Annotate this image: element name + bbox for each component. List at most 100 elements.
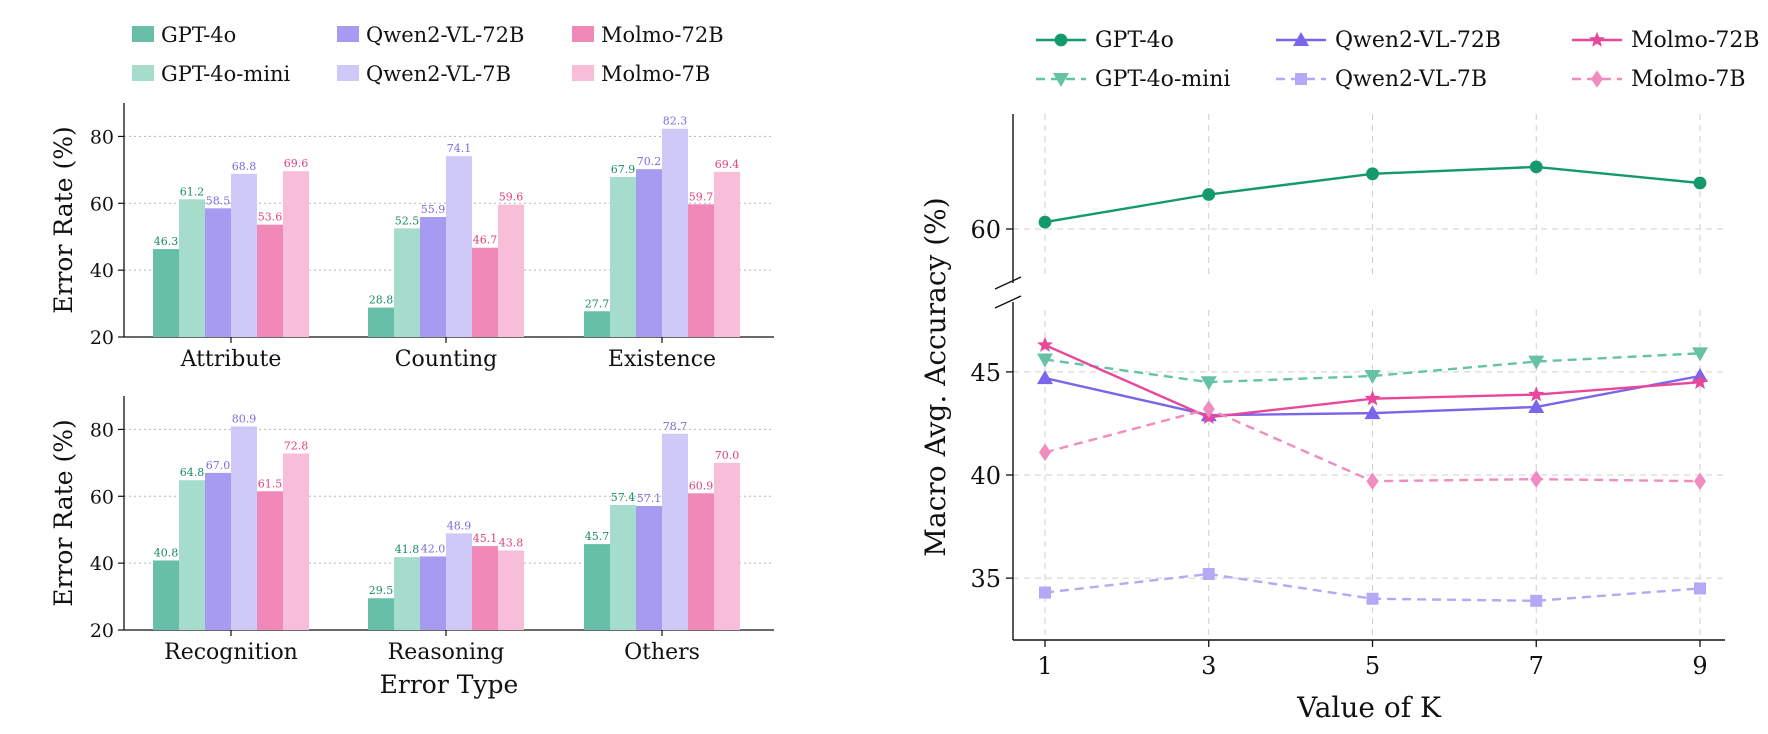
legend-swatch [132, 26, 154, 42]
bar-data-label: 67.0 [206, 459, 231, 472]
marker-triangle-up [1037, 370, 1053, 385]
axis-break-mark [994, 276, 1022, 290]
x-category-label: Attribute [180, 347, 282, 372]
bar-data-label: 41.8 [395, 543, 420, 556]
bar-molmo-7b [714, 462, 740, 630]
marker-circle [1054, 33, 1068, 47]
bar-data-label: 55.9 [421, 203, 446, 216]
legend-label: Molmo-7B [1631, 67, 1746, 92]
marker-square [1366, 592, 1379, 605]
y-tick-label: 60 [970, 216, 1001, 244]
bar-qwen2-vl-7b [231, 173, 257, 337]
bar-data-label: 70.2 [637, 155, 662, 168]
marker-triangle-down [1200, 376, 1217, 391]
x-axis-title: Value of K [1296, 691, 1442, 724]
bar-gpt-4o [368, 307, 394, 337]
series-line [1044, 352, 1701, 384]
x-tick-label: 1 [1037, 652, 1052, 680]
marker-square [1202, 568, 1215, 580]
bar-gpt-4o [368, 598, 394, 630]
bar-qwen2-vl-72b [420, 216, 446, 337]
bar-data-label: 27.7 [585, 297, 610, 310]
x-tick-label: 9 [1692, 652, 1707, 680]
marker-star [1364, 390, 1381, 406]
bar-qwen2-vl-7b [662, 433, 688, 630]
bar-data-label: 69.4 [715, 158, 740, 171]
axis-break-mark [994, 295, 1022, 309]
marker-triangle-down [1364, 370, 1381, 384]
bar-data-label: 29.5 [369, 584, 394, 597]
bar-data-label: 59.7 [689, 190, 714, 203]
marker-circle [1202, 188, 1216, 201]
y-tick-label: 40 [90, 260, 114, 282]
y-tick-label: 20 [90, 620, 114, 642]
legend-label: Qwen2-VL-7B [1335, 67, 1487, 92]
bar-data-label: 78.7 [663, 420, 688, 433]
y-tick-label: 40 [90, 553, 114, 575]
bar-molmo-7b [714, 171, 740, 337]
legend-item: GPT-4o [132, 23, 236, 47]
bar-qwen2-vl-72b [636, 505, 662, 630]
legend-swatch [572, 65, 594, 81]
legend-label: GPT-4o-mini [1095, 67, 1230, 92]
bar-data-label: 74.1 [447, 142, 472, 155]
marker-star [1528, 386, 1545, 402]
x-tick-label: 3 [1201, 652, 1216, 680]
marker-square [1694, 582, 1706, 595]
marker-diamond [1694, 472, 1706, 490]
bar-gpt-4o-mini [394, 228, 420, 337]
bar-panel-bottom-left: 20 40 60 80 40.8 64.867.0 80.9 61.5 72.8 Recognit… [49, 396, 774, 699]
legend-item: GPT-4o-mini [1036, 67, 1230, 92]
legend-item: Qwen2-VL-72B [1276, 28, 1501, 53]
bar-qwen2-vl-72b [636, 169, 662, 337]
bar-data-label: 82.3 [663, 115, 688, 128]
y-tick-label: 45 [970, 359, 1001, 387]
bar-qwen2-vl-72b [420, 556, 446, 630]
x-category-label: Reasoning [388, 640, 505, 665]
marker-triangle-down [1053, 73, 1069, 87]
bar-molmo-72b [688, 493, 714, 630]
legend-label: Molmo-72B [601, 23, 724, 47]
marker-triangle-up [1364, 405, 1381, 420]
legend-item: Molmo-72B [572, 23, 724, 47]
series-gpt-4o [1038, 160, 1707, 229]
legend-item: Molmo-7B [1572, 67, 1746, 92]
legend-item: Qwen2-VL-7B [337, 62, 511, 86]
legend-swatch [337, 26, 359, 42]
bar-data-label: 48.9 [447, 519, 472, 532]
bar-data-label: 45.1 [473, 532, 498, 545]
marker-star [1692, 373, 1708, 389]
bar-data-label: 70.0 [715, 449, 740, 462]
bar-qwen2-vl-72b [205, 208, 231, 337]
marker-diamond [1202, 400, 1215, 418]
bar-data-label: 57.1 [637, 492, 662, 505]
bar-molmo-72b [257, 491, 283, 630]
marker-triangle-up [1293, 32, 1309, 46]
bar-data-label: 60.9 [689, 479, 714, 492]
legend-left: GPT-4o GPT-4o-mini Qwen2-VL-72B Qwen2-VL-7B… [132, 23, 724, 86]
bar-panel-top-left: 20 40 60 80 46.3 61.258.5 68.8 53.6 69.6 Attribut… [49, 103, 774, 372]
legend-label: GPT-4o [1095, 28, 1174, 53]
marker-square [1295, 73, 1307, 85]
bar-qwen2-vl-7b [446, 533, 472, 630]
y-tick-label: 40 [970, 462, 1001, 490]
bar-molmo-72b [472, 546, 498, 630]
marker-triangle-up [1528, 398, 1545, 413]
y-tick-label: 80 [90, 419, 114, 441]
bar-data-label: 46.3 [154, 235, 179, 248]
x-axis-title: Error Type [380, 670, 519, 699]
legend-item: GPT-4o [1036, 28, 1174, 53]
bar-gpt-4o [153, 249, 179, 337]
bar-data-label: 59.6 [499, 191, 524, 204]
y-tick-label: 60 [90, 193, 114, 215]
bar-molmo-72b [472, 247, 498, 337]
bar-molmo-72b [257, 224, 283, 337]
legend-item: Molmo-7B [572, 62, 710, 86]
y-tick-label: 20 [90, 327, 114, 349]
bar-data-label: 43.8 [499, 536, 524, 549]
legend-label: Qwen2-VL-72B [1335, 28, 1501, 53]
legend-label: GPT-4o-mini [161, 62, 291, 86]
bar-gpt-4o-mini [610, 504, 636, 630]
bar-gpt-4o-mini [179, 480, 205, 630]
